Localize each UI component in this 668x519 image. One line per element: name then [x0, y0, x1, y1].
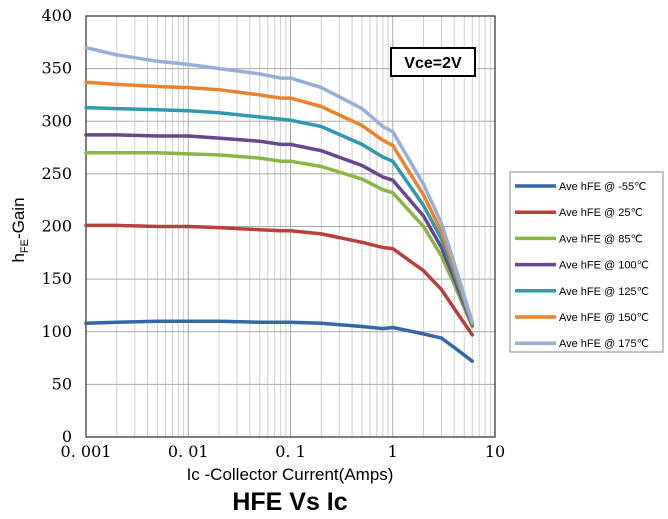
x-tick-label: 0. 01 — [168, 442, 209, 461]
y-tick-label: 50 — [52, 374, 72, 393]
y-tick-label: 400 — [41, 6, 72, 25]
legend-label-3: Ave hFE @ 100℃ — [559, 260, 649, 272]
series-line-5 — [84, 80, 475, 326]
x-tick-label: 0. 1 — [275, 442, 306, 461]
chart-title: HFE Vs Ic — [232, 488, 347, 516]
x-tick-label: 10 — [485, 442, 505, 461]
series-line-6 — [84, 45, 475, 325]
legend-label-2: Ave hFE @ 85℃ — [559, 233, 643, 245]
annotation-frame — [390, 47, 476, 77]
legend-frame — [509, 171, 664, 353]
y-tick-labels: 0 50 100 150 200 250 300 350 400 — [41, 6, 72, 446]
x-axis-title: Ic -Collector Current(Amps) — [187, 465, 394, 484]
legend: Ave hFE @ -55℃ Ave hFE @ 25℃ Ave hFE @ 85℃… — [509, 171, 664, 353]
y-tick-label: 250 — [41, 164, 72, 183]
y-tick-label: 150 — [41, 269, 72, 288]
legend-label-6: Ave hFE @ 175℃ — [559, 338, 649, 350]
y-axis-title-main: h — [9, 253, 28, 262]
x-tick-label: 0. 001 — [61, 442, 112, 461]
legend-items: Ave hFE @ -55℃ Ave hFE @ 25℃ Ave hFE @ 85℃… — [515, 181, 649, 350]
y-tick-label: 200 — [41, 217, 72, 236]
legend-label-5: Ave hFE @ 150℃ — [559, 312, 649, 324]
series-line-1 — [84, 223, 475, 337]
y-tick-label: 300 — [41, 111, 72, 130]
series-line-2 — [84, 151, 475, 329]
x-tick-labels: 0. 001 0. 01 0. 1 1 10 — [61, 442, 506, 461]
series-line-3 — [84, 133, 475, 328]
legend-label-1: Ave hFE @ 25℃ — [559, 207, 643, 219]
legend-label-4: Ave hFE @ 125℃ — [559, 286, 649, 298]
y-tick-label: 0 — [62, 427, 72, 446]
legend-label-0: Ave hFE @ -55℃ — [559, 181, 647, 193]
series-line-4 — [84, 105, 475, 327]
x-tick-label: 1 — [388, 442, 398, 461]
y-tick-label: 100 — [41, 322, 72, 341]
series-line-0 — [84, 319, 475, 363]
series-lines — [84, 45, 475, 363]
annotation-box: Vce=2V — [390, 47, 476, 77]
y-axis-title: hFE-Gain — [9, 197, 31, 262]
y-tick-label: 350 — [41, 59, 72, 78]
annotation-vce: Vce=2V — [404, 55, 462, 72]
y-axis-title-subscript: FE — [19, 239, 31, 253]
y-axis-title-rest: -Gain — [9, 197, 28, 239]
